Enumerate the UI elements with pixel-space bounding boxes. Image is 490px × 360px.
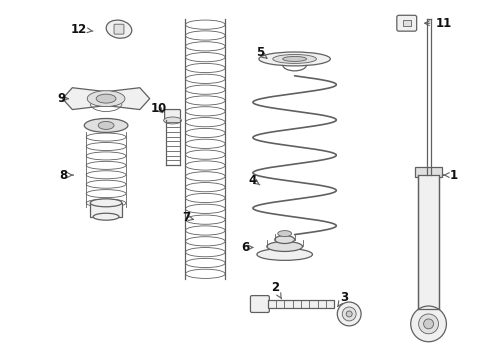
Text: 1: 1 [444,168,458,181]
FancyBboxPatch shape [417,175,440,309]
FancyBboxPatch shape [165,109,180,121]
Text: 6: 6 [241,241,253,254]
Text: 12: 12 [71,23,93,36]
Ellipse shape [84,118,128,132]
Text: 2: 2 [270,281,282,299]
Ellipse shape [259,52,330,66]
Text: 3: 3 [338,291,348,306]
Circle shape [346,311,352,317]
Ellipse shape [90,199,122,207]
FancyBboxPatch shape [415,167,442,177]
Text: 8: 8 [59,168,73,181]
Ellipse shape [275,235,294,243]
FancyBboxPatch shape [90,203,122,217]
FancyBboxPatch shape [250,296,270,312]
Circle shape [342,307,356,321]
Ellipse shape [93,213,119,220]
Ellipse shape [257,248,313,260]
Circle shape [337,302,361,326]
Text: 5: 5 [256,46,267,59]
FancyBboxPatch shape [397,15,416,31]
Polygon shape [62,88,150,109]
Text: 7: 7 [182,211,194,224]
Ellipse shape [283,57,307,62]
Circle shape [424,319,434,329]
Ellipse shape [267,242,302,251]
Ellipse shape [98,121,114,129]
FancyBboxPatch shape [114,24,124,34]
Ellipse shape [87,91,125,107]
Ellipse shape [96,94,116,103]
Text: 11: 11 [425,17,452,30]
Ellipse shape [106,20,132,38]
Circle shape [411,306,446,342]
Text: 10: 10 [150,102,167,115]
Text: 4: 4 [249,174,260,186]
FancyBboxPatch shape [268,300,334,308]
FancyBboxPatch shape [403,20,411,26]
Ellipse shape [278,231,292,237]
Ellipse shape [273,54,317,63]
Ellipse shape [164,117,181,124]
Circle shape [418,314,439,334]
Text: 9: 9 [57,92,69,105]
